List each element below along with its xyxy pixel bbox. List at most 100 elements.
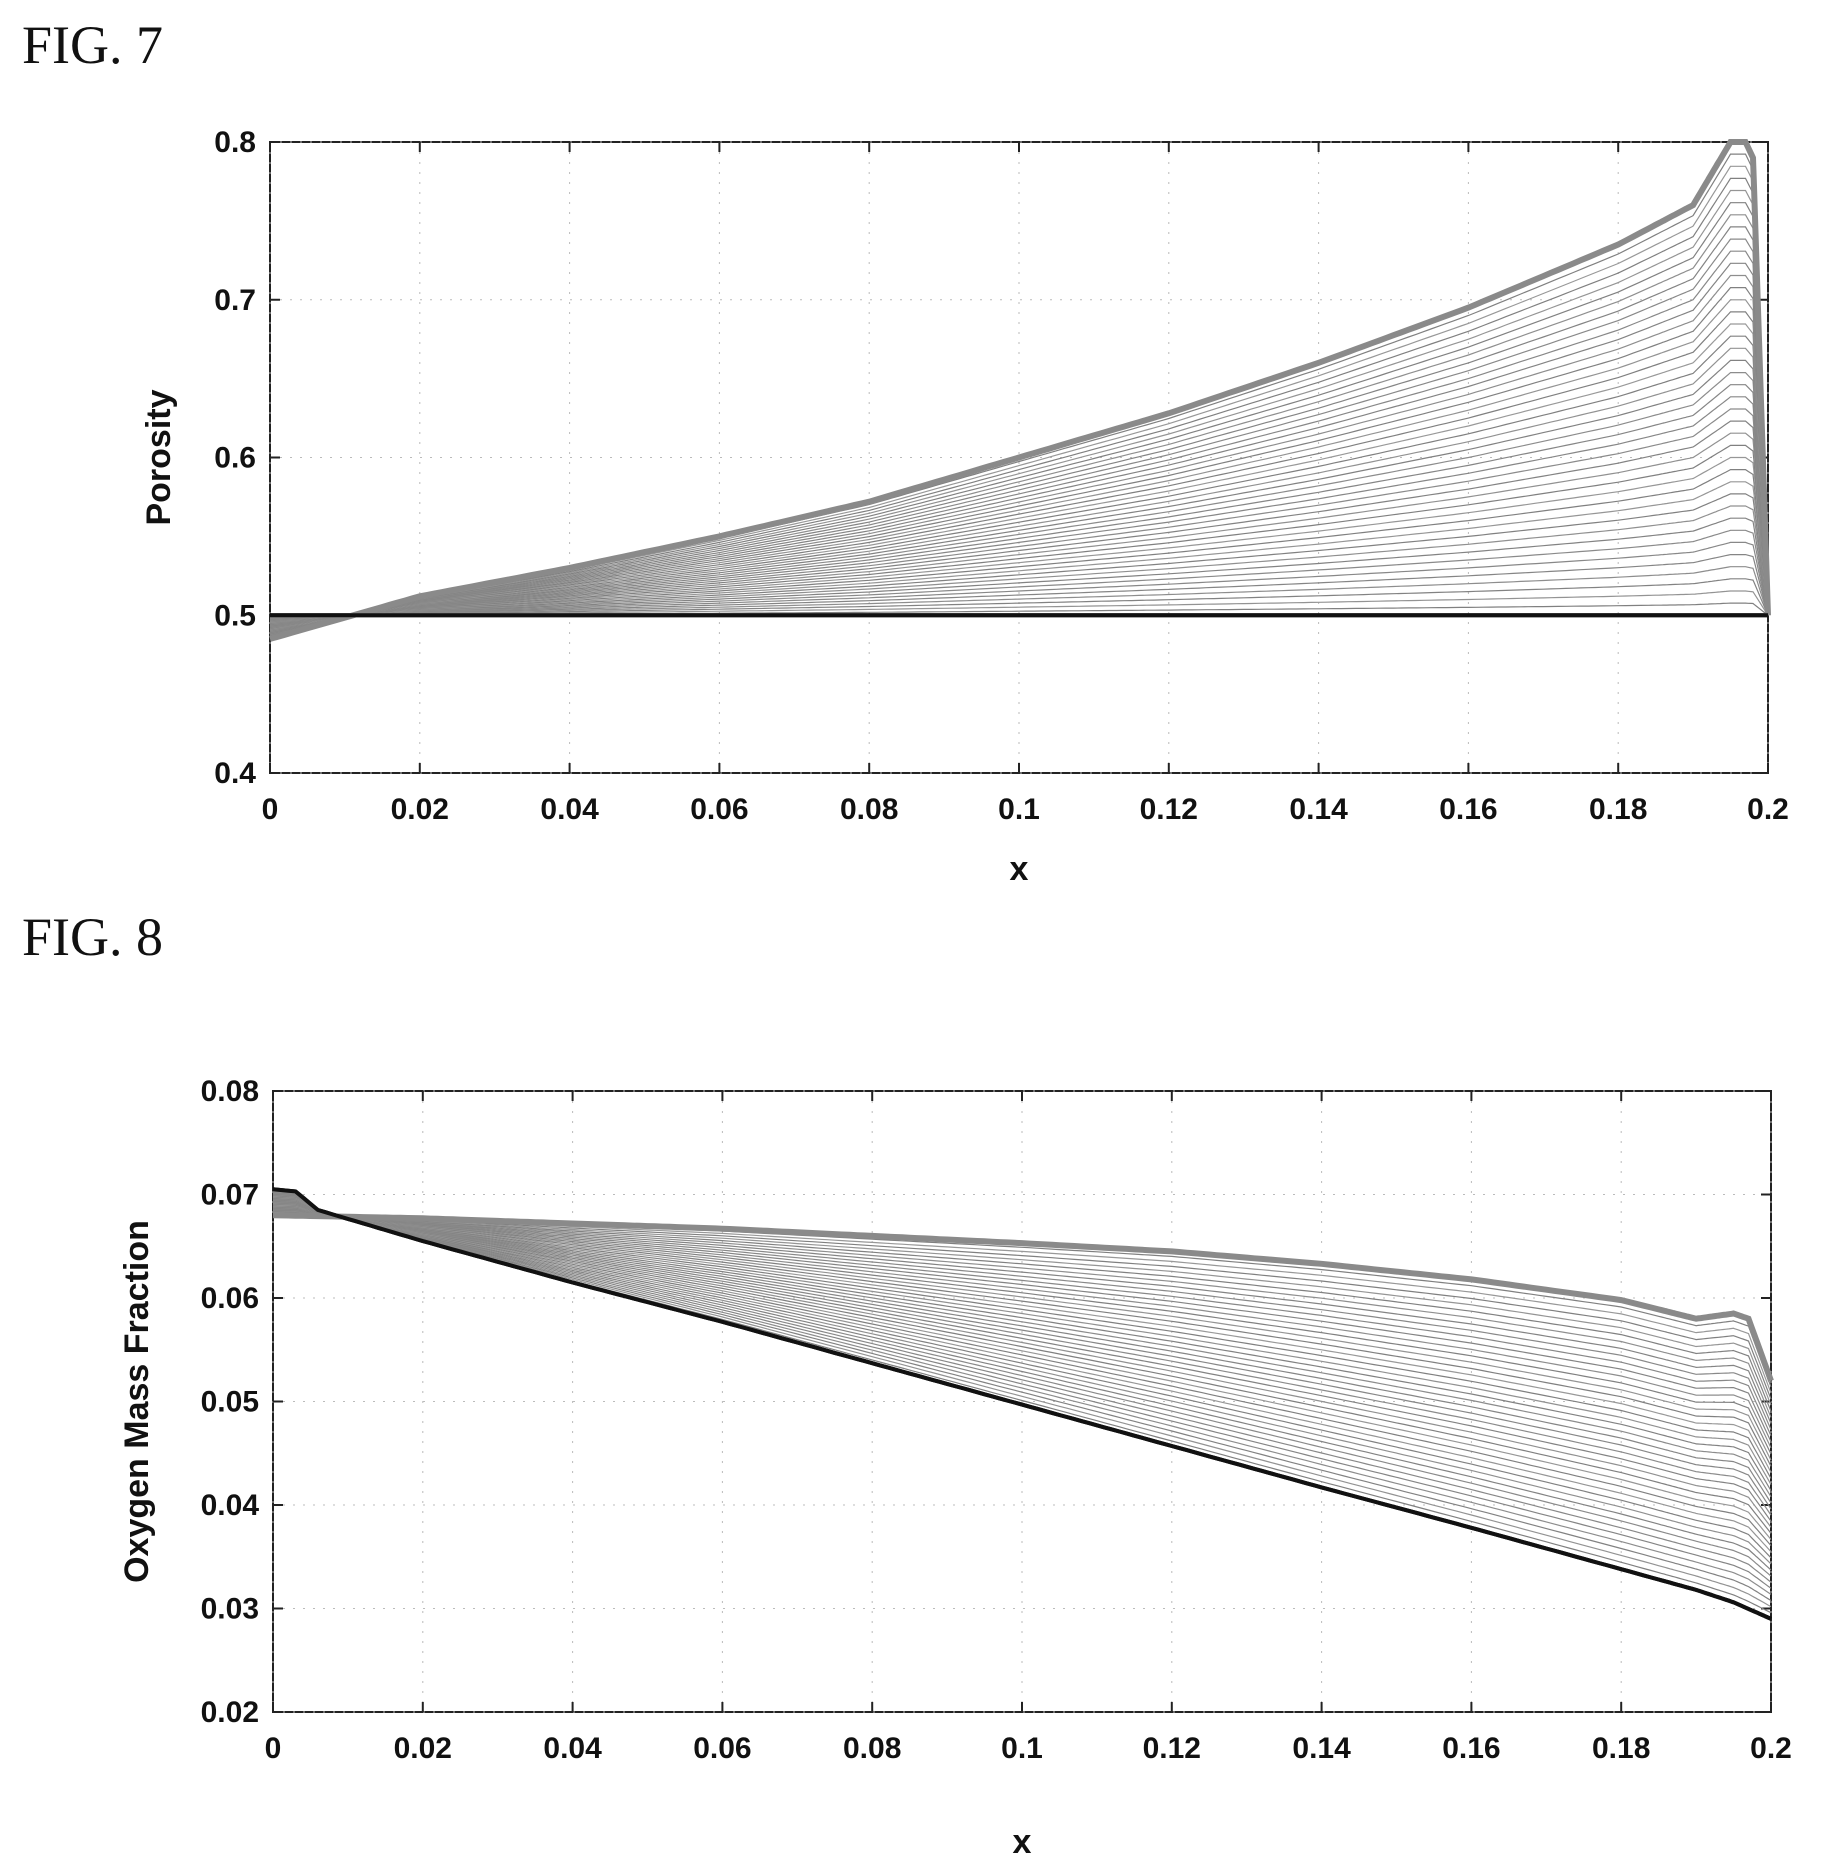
series-line-35 — [269, 189, 1769, 638]
x-tick-label: 0 — [265, 1732, 282, 1765]
porosity-chart: 0 0.02 0.04 0.06 0.08 0.1 0.12 0.14 0.16 0.18 0.2 0… — [140, 126, 1789, 888]
series-line-33 — [272, 1210, 1772, 1418]
series-line-22 — [272, 1203, 1772, 1485]
series-line-24 — [272, 1204, 1772, 1473]
series-line-5 — [272, 1192, 1772, 1589]
x-tick-label: 0.2 — [1747, 793, 1789, 826]
series-line-27 — [272, 1206, 1772, 1455]
series-line-30 — [269, 250, 1769, 635]
x-tick-label: 0.04 — [540, 793, 599, 826]
series-line-33 — [269, 214, 1769, 636]
series-line-4 — [269, 566, 1769, 619]
series-line-2 — [269, 590, 1769, 618]
series-line-17 — [269, 408, 1769, 627]
series-line-3 — [272, 1190, 1772, 1602]
series-line-11 — [272, 1196, 1772, 1553]
series-line-8 — [272, 1194, 1772, 1571]
series-line-12 — [269, 469, 1769, 624]
x-tick-label: 0.12 — [1143, 1732, 1201, 1765]
series-line-18 — [269, 396, 1769, 627]
series-line-5 — [269, 553, 1769, 619]
series-line-29 — [269, 262, 1769, 634]
series-group — [269, 139, 1771, 642]
series-line-initial — [272, 1187, 1772, 1621]
series-line-19 — [272, 1201, 1772, 1504]
x-tick-label: 0.18 — [1592, 1732, 1650, 1765]
y-tick-label: 0.4 — [214, 757, 256, 790]
series-line-20 — [269, 372, 1769, 628]
series-line-9 — [269, 505, 1769, 622]
series-line-36 — [269, 177, 1769, 638]
y-tick-label: 0.05 — [201, 1386, 259, 1419]
series-line-19 — [269, 384, 1769, 628]
series-line-11 — [269, 481, 1769, 623]
series-line-23 — [269, 335, 1769, 630]
y-tick-label: 0.7 — [214, 284, 256, 317]
series-line-25 — [272, 1205, 1772, 1467]
x-tick-label: 0.1 — [998, 793, 1040, 826]
series-line-15 — [269, 432, 1769, 625]
y-tick-label: 0.6 — [214, 442, 256, 475]
series-line-27 — [269, 287, 1769, 633]
x-tick-label: 0.06 — [693, 1732, 751, 1765]
series-line-4 — [272, 1191, 1772, 1595]
series-line-14 — [269, 444, 1769, 625]
series-line-16 — [269, 420, 1769, 626]
series-line-14 — [272, 1198, 1772, 1534]
x-axis-label: x — [1013, 1823, 1032, 1861]
y-tick-label: 0.5 — [214, 599, 256, 632]
series-line-31 — [272, 1209, 1772, 1430]
series-line-26 — [272, 1206, 1772, 1461]
series-line-32 — [272, 1210, 1772, 1424]
x-tick-label: 0.02 — [394, 1732, 452, 1765]
series-line-12 — [272, 1196, 1772, 1546]
series-line-6 — [272, 1192, 1772, 1583]
y-tick-label: 0.03 — [201, 1593, 259, 1626]
series-line-23 — [272, 1204, 1772, 1479]
x-tick-label: 0.2 — [1750, 1732, 1792, 1765]
series-line-32 — [269, 226, 1769, 636]
x-tick-label: 0.06 — [690, 793, 748, 826]
series-line-2 — [272, 1190, 1772, 1608]
series-line-36 — [272, 1212, 1772, 1400]
series-line-16 — [272, 1199, 1772, 1522]
series-line-7 — [272, 1193, 1772, 1577]
series-line-3 — [269, 578, 1769, 618]
x-tick-label: 0.12 — [1140, 793, 1198, 826]
x-tick-label: 0.18 — [1589, 793, 1647, 826]
y-tick-label: 0.08 — [201, 1075, 259, 1108]
series-line-29 — [272, 1208, 1772, 1443]
series-line-25 — [269, 311, 1769, 631]
series-line-21 — [269, 359, 1769, 629]
x-tick-label: 0.1 — [1001, 1732, 1043, 1765]
y-tick-label: 0.04 — [201, 1489, 260, 1522]
series-line-7 — [269, 529, 1769, 621]
x-tick-label: 0.14 — [1289, 793, 1348, 826]
series-line-39 — [272, 1212, 1774, 1382]
series-line-17 — [272, 1200, 1772, 1516]
series-line-31 — [269, 238, 1769, 635]
series-line-18 — [272, 1200, 1772, 1510]
series-line-30 — [272, 1208, 1772, 1436]
x-tick-label: 0.02 — [391, 793, 449, 826]
series-line-34 — [269, 202, 1769, 637]
series-line-21 — [272, 1202, 1772, 1492]
series-line-6 — [269, 541, 1769, 620]
series-line-10 — [272, 1195, 1772, 1559]
y-tick-label: 0.06 — [201, 1282, 259, 1315]
y-axis-label: Porosity — [140, 389, 178, 525]
x-tick-label: 0.08 — [840, 793, 898, 826]
series-line-34 — [272, 1211, 1772, 1412]
y-axis-label: Oxygen Mass Fraction — [118, 1220, 156, 1583]
x-axis-label: x — [1010, 850, 1029, 888]
series-line-28 — [269, 274, 1769, 633]
x-tick-label: 0.16 — [1439, 793, 1497, 826]
series-group — [272, 1187, 1774, 1621]
series-line-22 — [269, 347, 1769, 630]
figure-8-label: FIG. 8 — [22, 907, 164, 967]
x-tick-label: 0 — [262, 793, 279, 826]
series-line-28 — [272, 1207, 1772, 1449]
series-line-20 — [272, 1202, 1772, 1498]
series-line-10 — [269, 493, 1769, 622]
